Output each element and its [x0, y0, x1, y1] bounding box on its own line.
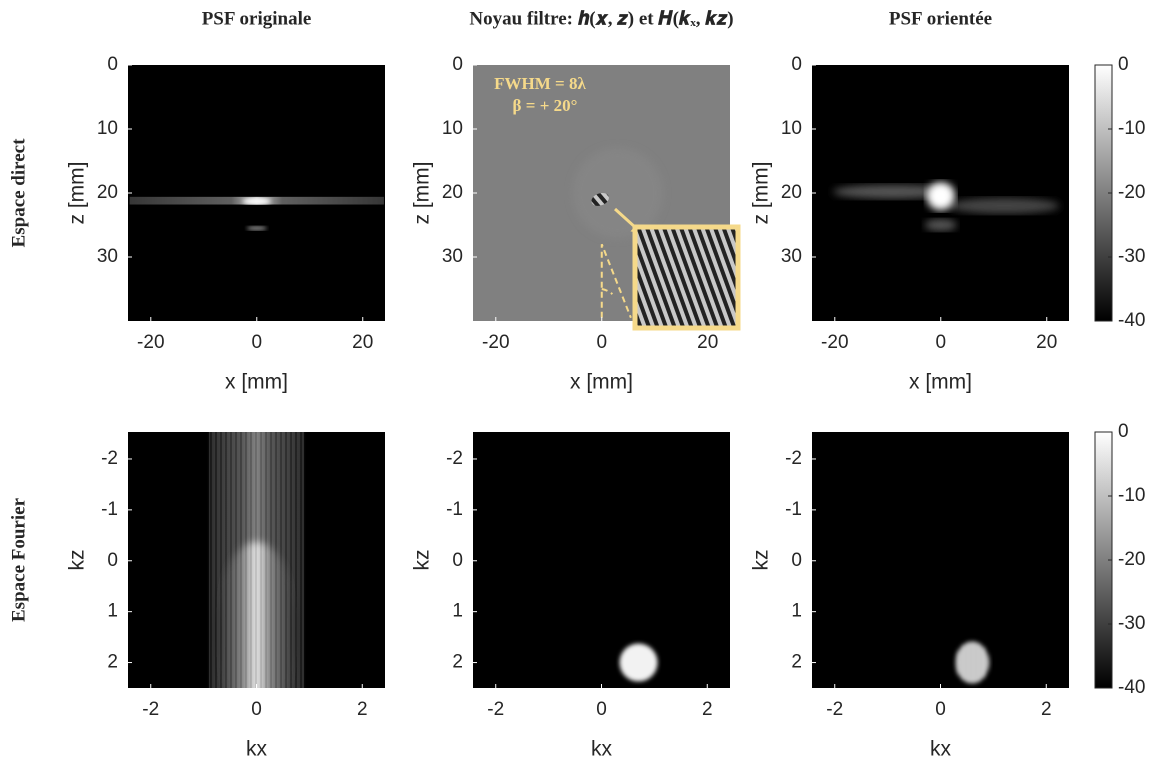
y-tick-label: -1: [785, 499, 802, 520]
y-tick-label: 1: [107, 601, 118, 622]
x-tick-label: 0: [935, 332, 946, 353]
y-tick-label: 0: [791, 54, 802, 75]
y-tick-label: 30: [97, 246, 118, 267]
y-tick-label: 10: [781, 118, 802, 139]
x-tick-label: 2: [702, 699, 713, 720]
y-tick-label: 2: [452, 652, 463, 673]
y-tick-label: -2: [446, 448, 463, 469]
x-tick-label: -20: [482, 332, 509, 353]
y-label: kz: [411, 550, 434, 571]
blob: [926, 182, 955, 211]
x-tick-label: -20: [821, 332, 848, 353]
x-tick-label: 20: [352, 332, 373, 353]
y-label: kz: [750, 550, 773, 571]
angle-lines: [600, 243, 632, 319]
colorbar-tick-label: -10: [1118, 485, 1145, 506]
y-tick-label: -2: [785, 448, 802, 469]
row-label: Espace direct: [8, 138, 29, 248]
y-tick-label: 0: [452, 54, 463, 75]
y-tick-label: 2: [791, 652, 802, 673]
x-label: x [mm]: [225, 371, 288, 394]
image: [955, 641, 990, 684]
x-tick-label: -2: [142, 699, 159, 720]
image: [619, 643, 658, 682]
colorbar-tick-label: -40: [1118, 310, 1145, 331]
x-label: x [mm]: [570, 371, 633, 394]
y-tick-label: 20: [97, 182, 118, 203]
x-tick-label: 0: [935, 699, 946, 720]
colorbar-tick-label: -10: [1118, 118, 1145, 139]
colorbar-tick-label: -30: [1118, 246, 1145, 267]
image: [206, 432, 307, 688]
x-tick-label: 0: [251, 699, 262, 720]
y-tick-label: 0: [107, 550, 118, 571]
colorbar-tick-label: -30: [1118, 613, 1145, 634]
panel-title: PSF orientée: [889, 8, 992, 29]
y-tick-label: -1: [446, 499, 463, 520]
colorbar-tick-label: -20: [1118, 182, 1145, 203]
y-label: z [mm]: [66, 162, 89, 225]
y-tick-label: 10: [97, 118, 118, 139]
x-tick-label: 0: [596, 332, 607, 353]
y-tick-label: 2: [107, 652, 118, 673]
x-label: kx: [930, 738, 952, 761]
y-tick-label: 20: [781, 182, 802, 203]
y-tick-label: 10: [442, 118, 463, 139]
y-label: kz: [66, 550, 89, 571]
kernel-envelope: [572, 148, 663, 238]
panel-title: Noyau filtre: 𝒉(𝒙, 𝒛) et 𝑯(𝒌ₓ, 𝒌𝒛): [469, 8, 733, 29]
annotation: FWHM = 8λ: [494, 74, 586, 93]
psf-peak: [242, 198, 271, 205]
x-tick-label: 20: [1036, 332, 1057, 353]
y-tick-label: 30: [442, 246, 463, 267]
colorbar-tick-label: -20: [1118, 549, 1145, 570]
blob: [949, 197, 1060, 214]
y-tick-label: 0: [791, 550, 802, 571]
x-tick-label: -2: [487, 699, 504, 720]
y-tick-label: 1: [791, 601, 802, 622]
plot-area: [473, 432, 730, 688]
plot-area: [812, 432, 1069, 688]
x-label: kx: [591, 738, 613, 761]
x-tick-label: 0: [596, 699, 607, 720]
oriented-spot: [955, 641, 990, 684]
kernel-spot: [619, 643, 658, 682]
inset: [632, 224, 741, 331]
y-tick-label: 0: [452, 550, 463, 571]
blob: [924, 219, 957, 231]
x-label: x [mm]: [909, 371, 972, 394]
y-tick-label: 30: [781, 246, 802, 267]
psf-echo: [246, 226, 267, 231]
x-tick-label: 2: [1041, 699, 1052, 720]
y-tick-label: -2: [101, 448, 118, 469]
y-tick-label: -1: [101, 499, 118, 520]
spectrum-stripes: [208, 432, 305, 688]
panel-title: PSF originale: [202, 8, 312, 29]
colorbar-tick-label: -40: [1118, 677, 1145, 698]
x-tick-label: 2: [357, 699, 368, 720]
x-tick-label: 20: [697, 332, 718, 353]
y-tick-label: 0: [107, 54, 118, 75]
x-tick-label: -2: [826, 699, 843, 720]
kernel-core: [591, 192, 609, 206]
colorbar-tick-label: 0: [1118, 54, 1129, 75]
colorbar-tick-label: 0: [1118, 421, 1129, 442]
x-tick-label: -20: [137, 332, 164, 353]
y-label: z [mm]: [411, 162, 434, 225]
y-tick-label: 1: [452, 601, 463, 622]
image: [129, 196, 384, 231]
x-label: kx: [246, 738, 268, 761]
image: [833, 182, 1060, 231]
annotation: β = + 20°: [513, 96, 578, 115]
blob: [833, 184, 954, 199]
plot-area: [128, 65, 385, 321]
x-tick-label: 0: [251, 332, 262, 353]
y-label: z [mm]: [750, 162, 773, 225]
y-tick-label: 20: [442, 182, 463, 203]
row-label: Espace Fourier: [8, 497, 29, 622]
